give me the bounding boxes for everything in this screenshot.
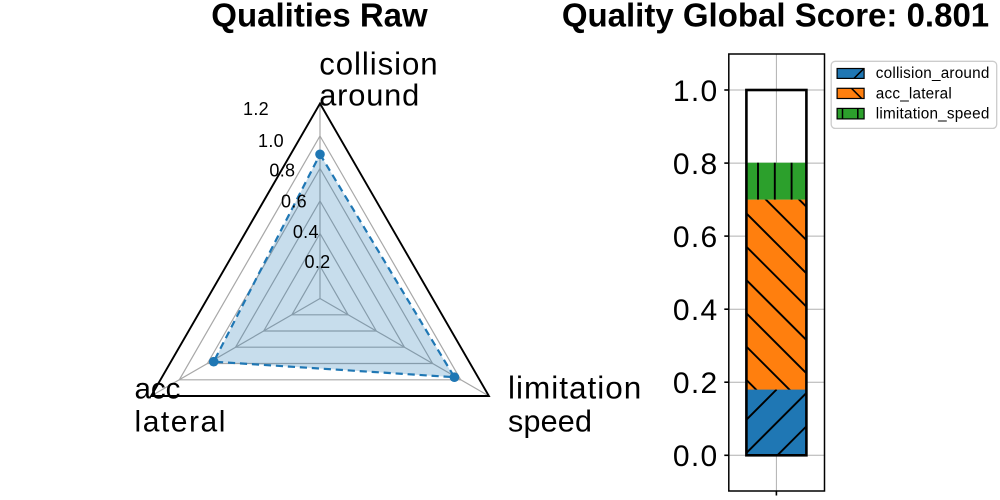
svg-text:0.0: 0.0	[673, 440, 719, 473]
svg-text:1.0: 1.0	[673, 75, 719, 108]
svg-text:0.4: 0.4	[293, 222, 319, 242]
svg-text:speed: speed	[508, 404, 592, 438]
svg-text:acc_lateral: acc_lateral	[876, 85, 952, 102]
svg-text:Qualities Raw: Qualities Raw	[211, 0, 428, 34]
svg-text:0.8: 0.8	[673, 148, 719, 181]
svg-text:1.2: 1.2	[243, 99, 269, 119]
svg-text:1.0: 1.0	[258, 131, 284, 151]
svg-text:Quality Global Score: 0.801: Quality Global Score: 0.801	[562, 0, 989, 34]
svg-text:0.6: 0.6	[281, 191, 307, 211]
svg-text:collision: collision	[319, 46, 438, 81]
svg-text:0.4: 0.4	[673, 294, 719, 327]
svg-text:0.6: 0.6	[673, 221, 719, 254]
svg-text:limitation: limitation	[508, 369, 642, 405]
svg-text:0.2: 0.2	[305, 252, 331, 272]
svg-text:collision_around: collision_around	[876, 65, 990, 82]
svg-text:lateral: lateral	[135, 406, 228, 439]
svg-text:0.8: 0.8	[269, 161, 295, 181]
svg-text:acc: acc	[135, 373, 181, 406]
svg-text:limitation_speed: limitation_speed	[876, 106, 990, 123]
svg-text:0.2: 0.2	[673, 367, 719, 400]
svg-text:around: around	[319, 78, 420, 113]
